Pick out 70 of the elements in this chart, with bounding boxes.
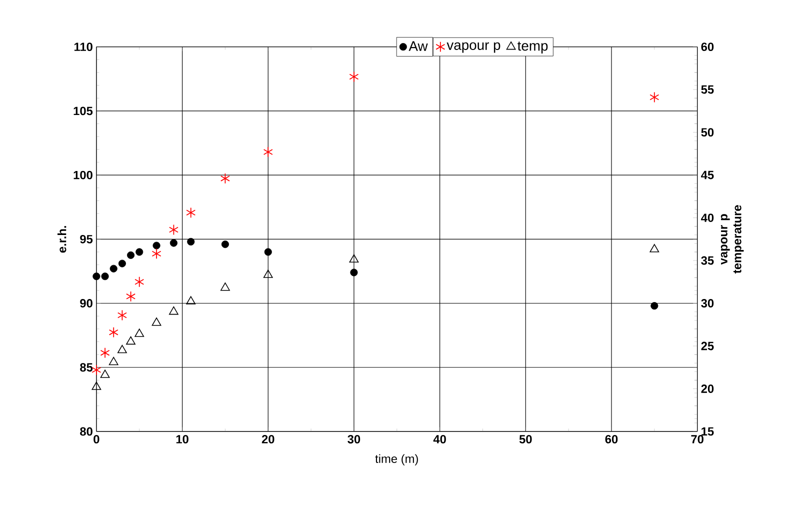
y2-tick-label: 20	[701, 384, 714, 393]
point	[650, 244, 660, 252]
point	[126, 290, 136, 302]
y-tick-label: 80	[80, 427, 92, 436]
point	[117, 310, 127, 321]
y2-tick-label: 40	[701, 213, 714, 222]
y2-tick-label: 15	[702, 427, 714, 436]
point	[650, 302, 658, 310]
point	[186, 296, 196, 304]
x-tick-label: 60	[605, 434, 618, 444]
point	[220, 282, 230, 291]
x-tick-label: 20	[262, 434, 274, 444]
point	[100, 347, 110, 358]
point	[186, 207, 196, 218]
point	[152, 317, 162, 326]
point	[350, 268, 358, 276]
point	[117, 344, 127, 354]
point	[220, 172, 230, 184]
point	[168, 306, 178, 315]
point	[136, 248, 144, 256]
y-tick-label: 100	[74, 170, 92, 180]
y-tick-label: 90	[80, 298, 92, 308]
point	[152, 248, 162, 260]
point	[92, 272, 100, 280]
y2-tick-label: 35	[701, 256, 714, 265]
x-axis-title: time (m)	[375, 454, 418, 466]
point	[263, 270, 273, 278]
point	[349, 71, 359, 82]
point	[126, 336, 136, 345]
x-tick-label: 40	[433, 434, 446, 444]
x-tick-label: 70	[691, 434, 704, 444]
y-tick-label: 95	[80, 234, 93, 244]
point	[101, 272, 109, 280]
point	[263, 146, 273, 158]
point	[187, 238, 195, 246]
y2-tick-label: 45	[701, 170, 714, 180]
point	[134, 328, 144, 337]
point	[264, 248, 272, 256]
point	[170, 239, 178, 247]
point	[349, 254, 359, 262]
y-axis-title: e.r.h.	[57, 226, 66, 252]
point	[92, 364, 102, 376]
point	[127, 251, 135, 259]
point	[92, 382, 102, 390]
legend-label: vapour p	[446, 42, 500, 53]
y2-axis-title: vapour p temperature	[720, 205, 744, 274]
y-tick-label: 110	[74, 42, 92, 51]
y2-tick-label: 50	[701, 128, 714, 136]
legend-label: Aw	[408, 41, 428, 51]
x-tick-label: 10	[176, 434, 188, 444]
y2-tick-label: 55	[701, 85, 714, 94]
point	[110, 264, 118, 272]
point	[152, 242, 160, 250]
y2-tick-label: 60	[701, 42, 714, 51]
y-tick-label: 85	[80, 363, 93, 372]
point	[221, 240, 229, 248]
point	[118, 260, 126, 268]
y2-tick-label: 30	[701, 298, 714, 308]
point	[100, 370, 110, 378]
y2-tick-label: 25	[701, 342, 714, 350]
point	[134, 276, 144, 288]
point	[108, 326, 118, 338]
point	[108, 356, 118, 366]
y-tick-label: 105	[74, 106, 93, 116]
x-tick-label: 30	[348, 434, 360, 444]
x-tick-label: 0	[94, 434, 100, 444]
legend-label: temp	[518, 42, 548, 54]
x-tick-label: 50	[519, 434, 532, 444]
point	[650, 92, 660, 103]
point	[168, 224, 178, 236]
